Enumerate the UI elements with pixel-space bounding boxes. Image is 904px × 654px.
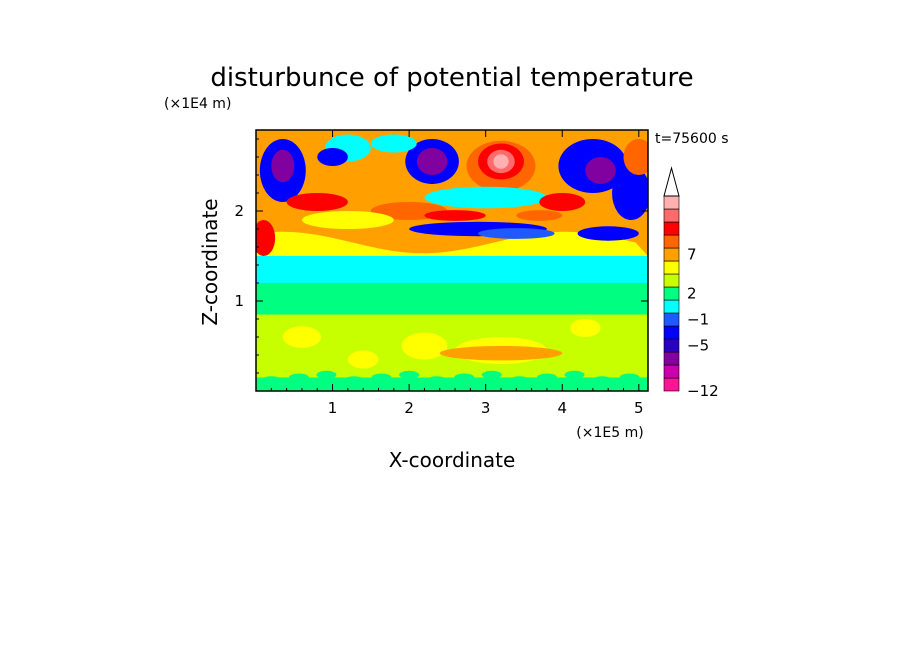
colorbar-label-3: −5 [687, 337, 709, 355]
field-blob-9 [585, 157, 616, 184]
x-tick-label-3: 3 [481, 399, 491, 417]
field-blob-11 [317, 148, 348, 166]
warm-patch-3 [569, 319, 601, 337]
chart-title: disturbunce of potential temperature [210, 63, 693, 93]
green-layer [256, 283, 648, 315]
colorbar-swatch-8 [663, 273, 680, 288]
field-blob-12 [424, 186, 547, 209]
colorbar-label-4: −12 [687, 382, 719, 400]
field-blob-14 [478, 228, 555, 239]
colorbar-swatch-12 [663, 221, 680, 236]
bottom-blob-0 [261, 376, 282, 385]
bottom-blob-10 [536, 373, 557, 382]
field-blob-24 [424, 210, 486, 221]
bottom-blob-2 [316, 370, 337, 379]
bottom-blob-3 [344, 376, 364, 385]
colorbar-label-2: −1 [687, 311, 709, 329]
colorbar-swatch-0 [663, 377, 680, 392]
y-tick-label-1: 1 [234, 292, 244, 310]
colorbar-swatch-10 [663, 247, 680, 262]
bottom-blob-1 [288, 373, 309, 382]
x-unit-label: (×1E5 m) [576, 425, 643, 441]
colorbar-swatch-5 [663, 312, 680, 327]
colorbar-swatch-1 [663, 364, 680, 379]
colorbar-swatch-14 [663, 195, 680, 210]
colorbar-extend-arrow [663, 166, 680, 197]
x-axis-label: X-coordinate [389, 448, 516, 472]
x-axis: 1 2 3 4 5 [270, 130, 644, 417]
bottom-blob-4 [371, 373, 392, 382]
y-axis: 12 [234, 138, 648, 374]
field-blob-19 [301, 211, 394, 229]
heatmap-plot-area [256, 130, 648, 391]
field-blob-23 [370, 134, 417, 153]
colorbar-swatch-7 [663, 286, 680, 301]
colorbar: 7 2 −1 −5 −12 [663, 166, 719, 400]
x-tick-label-2: 2 [404, 399, 414, 417]
field-blob-25 [516, 210, 563, 221]
bottom-blob-11 [564, 370, 585, 379]
field-blob-16 [286, 193, 348, 211]
bottom-blob-5 [399, 370, 420, 379]
field-blob-15 [577, 226, 639, 241]
colorbar-swatch-3 [663, 338, 680, 353]
x-tick-label-5: 5 [634, 399, 644, 417]
field-blob-7 [271, 149, 295, 183]
colorbar-swatch-4 [663, 325, 680, 340]
band-0 [256, 377, 648, 391]
colorbar-swatch-9 [663, 260, 680, 275]
yellow-layer [256, 231, 648, 256]
colorbar-label-1: 2 [687, 285, 697, 303]
x-tick-label-1: 1 [328, 399, 338, 417]
field-blob-22 [256, 220, 276, 256]
bottom-blob-7 [454, 373, 475, 382]
warm-patch-orange [439, 346, 563, 361]
colorbar-swatch-6 [663, 299, 680, 314]
colorbar-swatch-13 [663, 208, 680, 223]
field-blob-21 [623, 139, 648, 175]
colorbar-swatch-11 [663, 234, 680, 249]
field-blob-5 [416, 148, 448, 175]
plot-frame [255, 129, 649, 392]
colorbar-label-0: 7 [687, 246, 697, 264]
warm-patch-1 [401, 332, 448, 360]
bottom-blob-8 [481, 370, 502, 379]
y-tick-label-2: 2 [234, 202, 244, 220]
y-axis-label: Z-coordinate [198, 198, 222, 325]
field-blob-20 [612, 166, 648, 220]
bottom-blob-12 [592, 376, 613, 385]
bottom-blob-9 [509, 376, 530, 385]
warm-patch-4 [347, 350, 379, 369]
field-blob-3 [493, 154, 509, 169]
time-label: t=75600 s [655, 131, 729, 147]
bottom-blob-6 [426, 376, 447, 385]
bottom-blob-13 [619, 373, 640, 382]
colorbar-swatch-2 [663, 351, 680, 366]
field-blob-17 [539, 193, 586, 211]
x-tick-label-4: 4 [557, 399, 567, 417]
warm-patch-0 [282, 326, 322, 348]
y-unit-label: (×1E4 m) [164, 96, 231, 112]
